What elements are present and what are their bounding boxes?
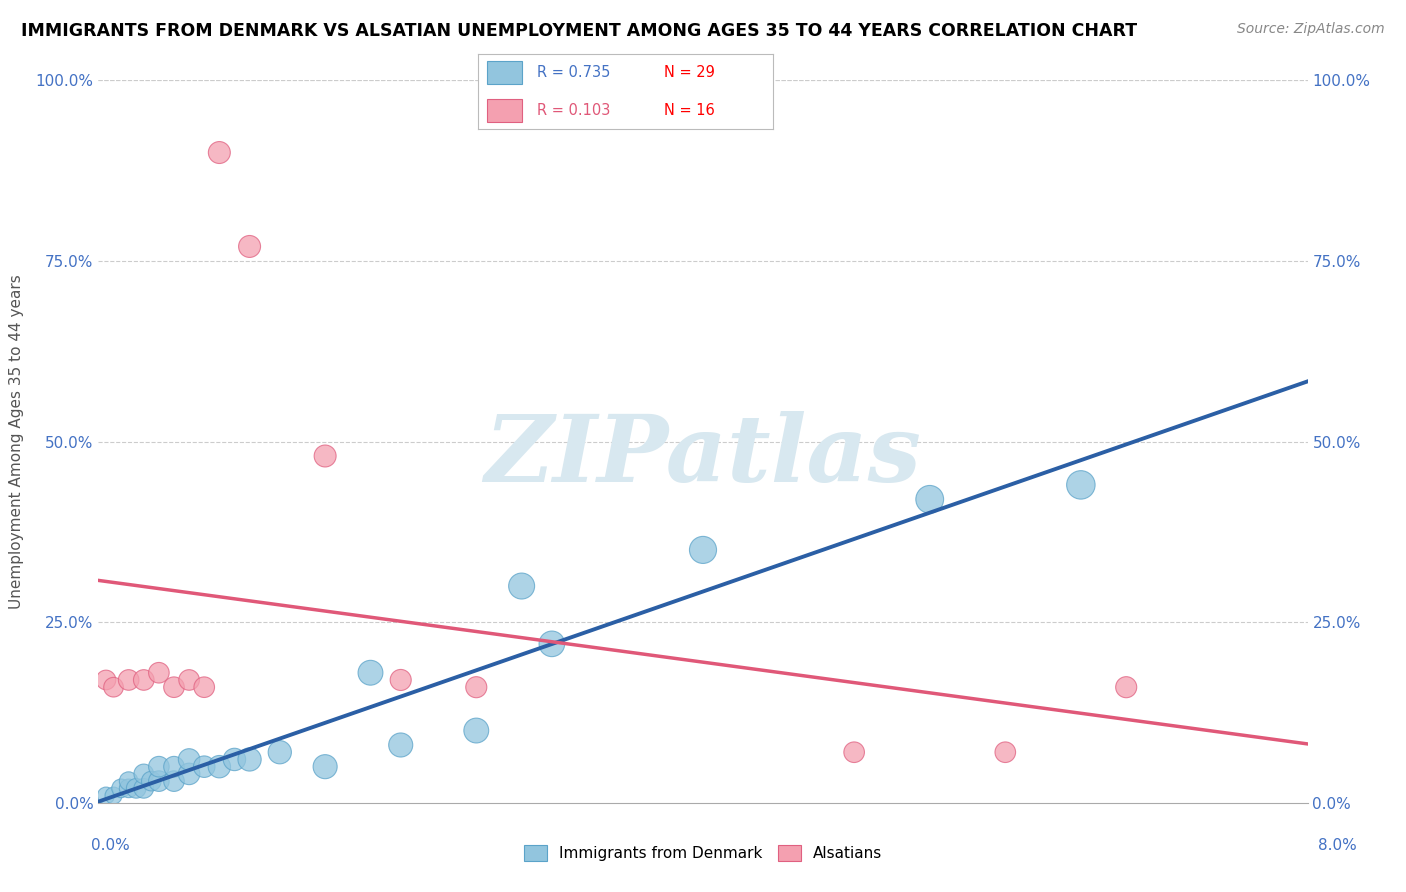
Point bbox=[314, 449, 336, 463]
Point bbox=[163, 760, 186, 774]
Point bbox=[94, 673, 117, 687]
Point bbox=[360, 665, 382, 680]
Point bbox=[110, 781, 132, 796]
Point bbox=[269, 745, 291, 759]
Bar bbox=[486, 62, 523, 84]
Point bbox=[208, 760, 231, 774]
Point bbox=[193, 760, 215, 774]
Point bbox=[163, 774, 186, 789]
Point bbox=[103, 680, 125, 694]
Point bbox=[148, 760, 170, 774]
Point bbox=[918, 492, 941, 507]
Point bbox=[179, 673, 201, 687]
Point bbox=[148, 774, 170, 789]
Text: 8.0%: 8.0% bbox=[1317, 838, 1357, 854]
Y-axis label: Unemployment Among Ages 35 to 44 years: Unemployment Among Ages 35 to 44 years bbox=[10, 274, 24, 609]
Text: IMMIGRANTS FROM DENMARK VS ALSATIAN UNEMPLOYMENT AMONG AGES 35 TO 44 YEARS CORRE: IMMIGRANTS FROM DENMARK VS ALSATIAN UNEM… bbox=[21, 22, 1137, 40]
Text: N = 16: N = 16 bbox=[664, 103, 714, 118]
Point bbox=[179, 767, 201, 781]
Point bbox=[132, 781, 155, 796]
Point bbox=[844, 745, 866, 759]
Legend: Immigrants from Denmark, Alsatians: Immigrants from Denmark, Alsatians bbox=[517, 839, 889, 867]
Point bbox=[314, 760, 336, 774]
Point bbox=[103, 789, 125, 803]
Point bbox=[208, 145, 231, 160]
Text: R = 0.735: R = 0.735 bbox=[537, 64, 610, 79]
Text: Source: ZipAtlas.com: Source: ZipAtlas.com bbox=[1237, 22, 1385, 37]
Point bbox=[193, 680, 215, 694]
Text: 0.0%: 0.0% bbox=[91, 838, 131, 854]
Point bbox=[239, 239, 262, 253]
Point bbox=[224, 752, 246, 766]
Point bbox=[132, 673, 155, 687]
Bar bbox=[486, 99, 523, 122]
Point bbox=[141, 774, 163, 789]
Point bbox=[118, 673, 141, 687]
Point bbox=[118, 781, 141, 796]
Point bbox=[692, 542, 714, 557]
Point bbox=[239, 752, 262, 766]
Text: ZIPatlas: ZIPatlas bbox=[485, 411, 921, 501]
Point bbox=[132, 767, 155, 781]
Point bbox=[1070, 478, 1092, 492]
Point bbox=[389, 738, 412, 752]
Point bbox=[389, 673, 412, 687]
Point bbox=[148, 665, 170, 680]
Text: R = 0.103: R = 0.103 bbox=[537, 103, 610, 118]
Point bbox=[994, 745, 1017, 759]
Point bbox=[510, 579, 533, 593]
Point bbox=[465, 723, 488, 738]
Point bbox=[540, 637, 562, 651]
Point bbox=[118, 774, 141, 789]
Point bbox=[125, 781, 148, 796]
Point bbox=[94, 789, 117, 803]
Point bbox=[179, 752, 201, 766]
Point bbox=[1115, 680, 1137, 694]
Point bbox=[465, 680, 488, 694]
Point bbox=[163, 680, 186, 694]
Text: N = 29: N = 29 bbox=[664, 64, 714, 79]
